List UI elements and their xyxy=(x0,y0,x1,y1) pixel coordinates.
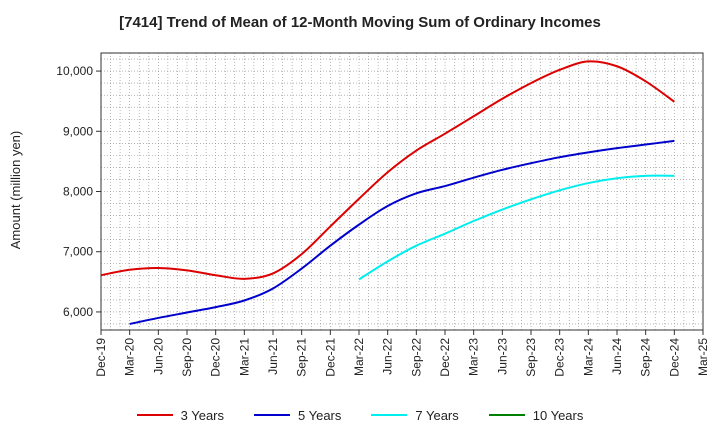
legend-item-7-years: 7 Years xyxy=(371,404,459,426)
x-tick-label: Mar-20 xyxy=(123,338,137,376)
legend-item-3-years: 3 Years xyxy=(136,404,224,426)
y-tick-label: 9,000 xyxy=(63,124,93,138)
x-tick-label: Jun-20 xyxy=(151,338,165,375)
x-tick-label: Dec-20 xyxy=(209,338,223,377)
x-tick-label: Dec-24 xyxy=(667,338,681,377)
x-tick-label: Sep-23 xyxy=(524,338,538,377)
x-tick-label: Jun-23 xyxy=(495,338,509,375)
y-axis-ticks: 6,000 7,000 8,000 9,000 10,000 xyxy=(56,64,101,319)
series-line-3-years xyxy=(100,60,675,280)
x-tick-label: Sep-24 xyxy=(639,338,653,377)
legend-label: 10 Years xyxy=(532,407,584,423)
x-tick-label: Mar-25 xyxy=(696,338,710,376)
x-tick-label: Dec-19 xyxy=(94,338,108,377)
x-tick-label: Dec-23 xyxy=(553,338,567,377)
legend-swatch xyxy=(254,414,290,416)
x-tick-label: Mar-22 xyxy=(352,338,366,376)
x-tick-label: Mar-23 xyxy=(467,338,481,376)
legend-label: 5 Years xyxy=(298,407,342,423)
legend-item-5-years: 5 Years xyxy=(254,404,341,426)
y-tick-label: 10,000 xyxy=(56,64,93,78)
x-tick-label: Jun-22 xyxy=(381,338,395,375)
x-tick-label: Jun-24 xyxy=(610,338,624,375)
x-tick-label: Jun-21 xyxy=(266,338,280,375)
legend: 3 Years 5 Years 7 Years 10 Years xyxy=(0,404,720,426)
x-tick-label: Dec-22 xyxy=(438,338,452,377)
legend-label: 7 Years xyxy=(415,407,459,423)
legend-item-10-years: 10 Years xyxy=(488,404,584,426)
legend-swatch xyxy=(371,414,408,416)
y-tick-label: 8,000 xyxy=(63,185,93,199)
grid xyxy=(101,53,703,330)
x-tick-label: Sep-20 xyxy=(180,338,194,377)
legend-label: 3 Years xyxy=(180,407,224,423)
legend-swatch xyxy=(488,414,525,416)
y-axis-label: Amount (million yen) xyxy=(8,131,23,250)
x-tick-label: Mar-21 xyxy=(237,338,251,376)
x-tick-label: Mar-24 xyxy=(581,338,595,376)
y-tick-label: 6,000 xyxy=(63,305,93,319)
x-tick-label: Dec-21 xyxy=(323,338,337,377)
chart-title: [7414] Trend of Mean of 12-Month Moving … xyxy=(119,14,601,31)
x-axis-ticks: Dec-19 Mar-20 Jun-20 Sep-20 Dec-20 Mar-21 Jun-… xyxy=(94,330,710,377)
x-tick-label: Sep-22 xyxy=(409,338,423,377)
series-lines xyxy=(100,60,675,325)
legend-swatch xyxy=(136,414,173,416)
x-tick-label: Sep-21 xyxy=(295,338,309,377)
series-line-7-years xyxy=(358,174,675,281)
series-line-5-years xyxy=(129,139,675,325)
y-tick-label: 7,000 xyxy=(63,245,93,259)
